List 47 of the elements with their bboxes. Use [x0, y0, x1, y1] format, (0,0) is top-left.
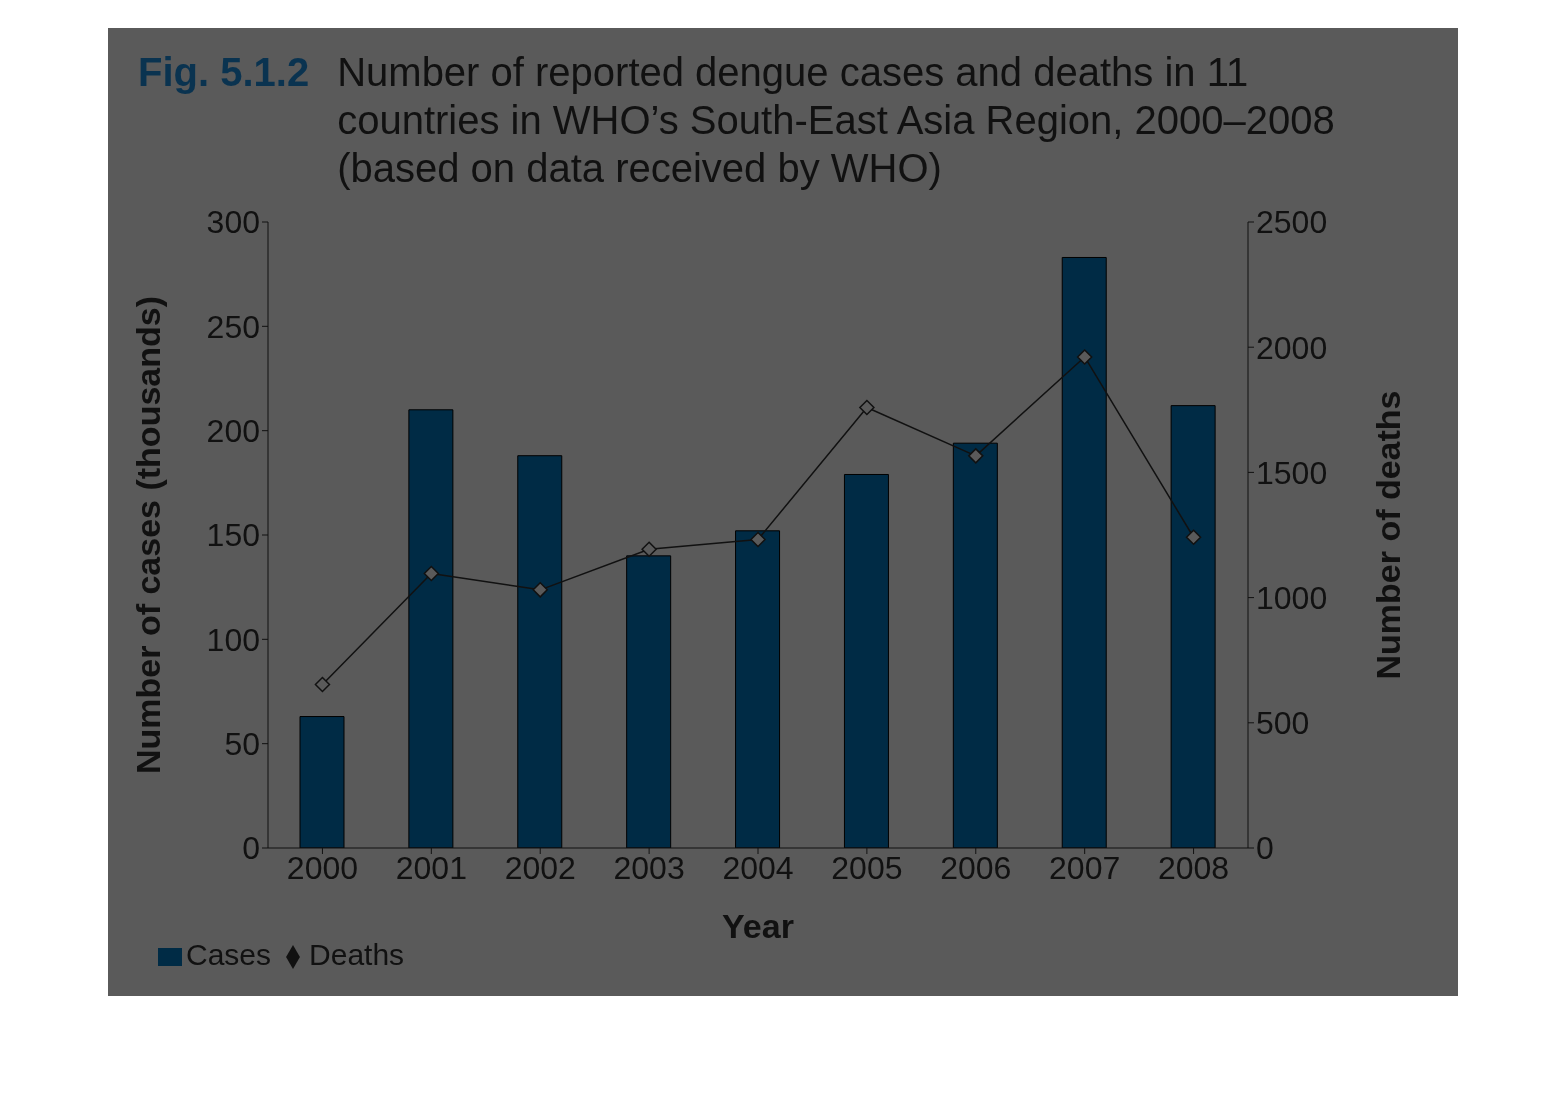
y2-tick-label: 2000 — [1256, 329, 1328, 366]
point — [968, 448, 984, 464]
point — [532, 582, 548, 598]
bar — [299, 716, 345, 848]
bar — [1061, 256, 1107, 848]
x-tick-label: 2004 — [722, 849, 794, 886]
y-tick-label: 300 — [206, 204, 260, 241]
bar — [952, 442, 998, 848]
point — [314, 676, 331, 693]
y-tick-label: 200 — [206, 413, 260, 450]
y2-tick-label: 1500 — [1256, 454, 1328, 491]
y-tick-label: 50 — [224, 726, 260, 763]
point — [1185, 529, 1202, 545]
y-tick-label: 250 — [206, 308, 260, 345]
x-tick-label: 2005 — [831, 849, 903, 886]
bar — [408, 409, 454, 848]
bar — [843, 473, 889, 848]
y-tick-label: 100 — [206, 621, 260, 658]
x-tick-label: 2000 — [286, 849, 359, 886]
y2-tick-label: 2500 — [1256, 204, 1328, 241]
x-tick-label: 2007 — [1049, 849, 1121, 886]
point — [423, 565, 440, 582]
point — [750, 531, 766, 548]
bar — [517, 455, 563, 848]
point — [859, 399, 875, 416]
legend-label: Deaths — [309, 938, 405, 971]
bar — [1170, 405, 1216, 848]
y2-tick-label: 0 — [1256, 830, 1274, 867]
x-tick-label: 2001 — [395, 849, 467, 886]
x-axis-title: Year — [722, 907, 794, 945]
x-tick-label: 2003 — [613, 849, 685, 886]
x-tick-label: 2008 — [1157, 849, 1230, 886]
x-tick-label: 2006 — [940, 849, 1012, 886]
y-axis-title: Number of cases (thousands) — [129, 296, 168, 774]
bar — [735, 530, 781, 848]
x-tick-label: 2002 — [504, 849, 576, 886]
y2-tick-label: 500 — [1256, 705, 1310, 742]
legend-label: Cases — [186, 938, 272, 971]
bar — [626, 555, 672, 848]
point — [1076, 349, 1093, 365]
point — [641, 541, 657, 558]
y-tick-label: 150 — [206, 517, 260, 554]
chart-subtitle: Number of reported dengue cases and deaths in 11 countries in WHO’s South-East Asia Region, 2000–2008 (based on data received by WHO) — [337, 49, 1336, 192]
chart-title: Fig. 5.1.2 — [138, 49, 310, 96]
y2-axis-title: Number of deaths — [1369, 390, 1408, 680]
y-tick-label: 0 — [242, 830, 260, 867]
y2-tick-label: 1000 — [1256, 579, 1328, 616]
